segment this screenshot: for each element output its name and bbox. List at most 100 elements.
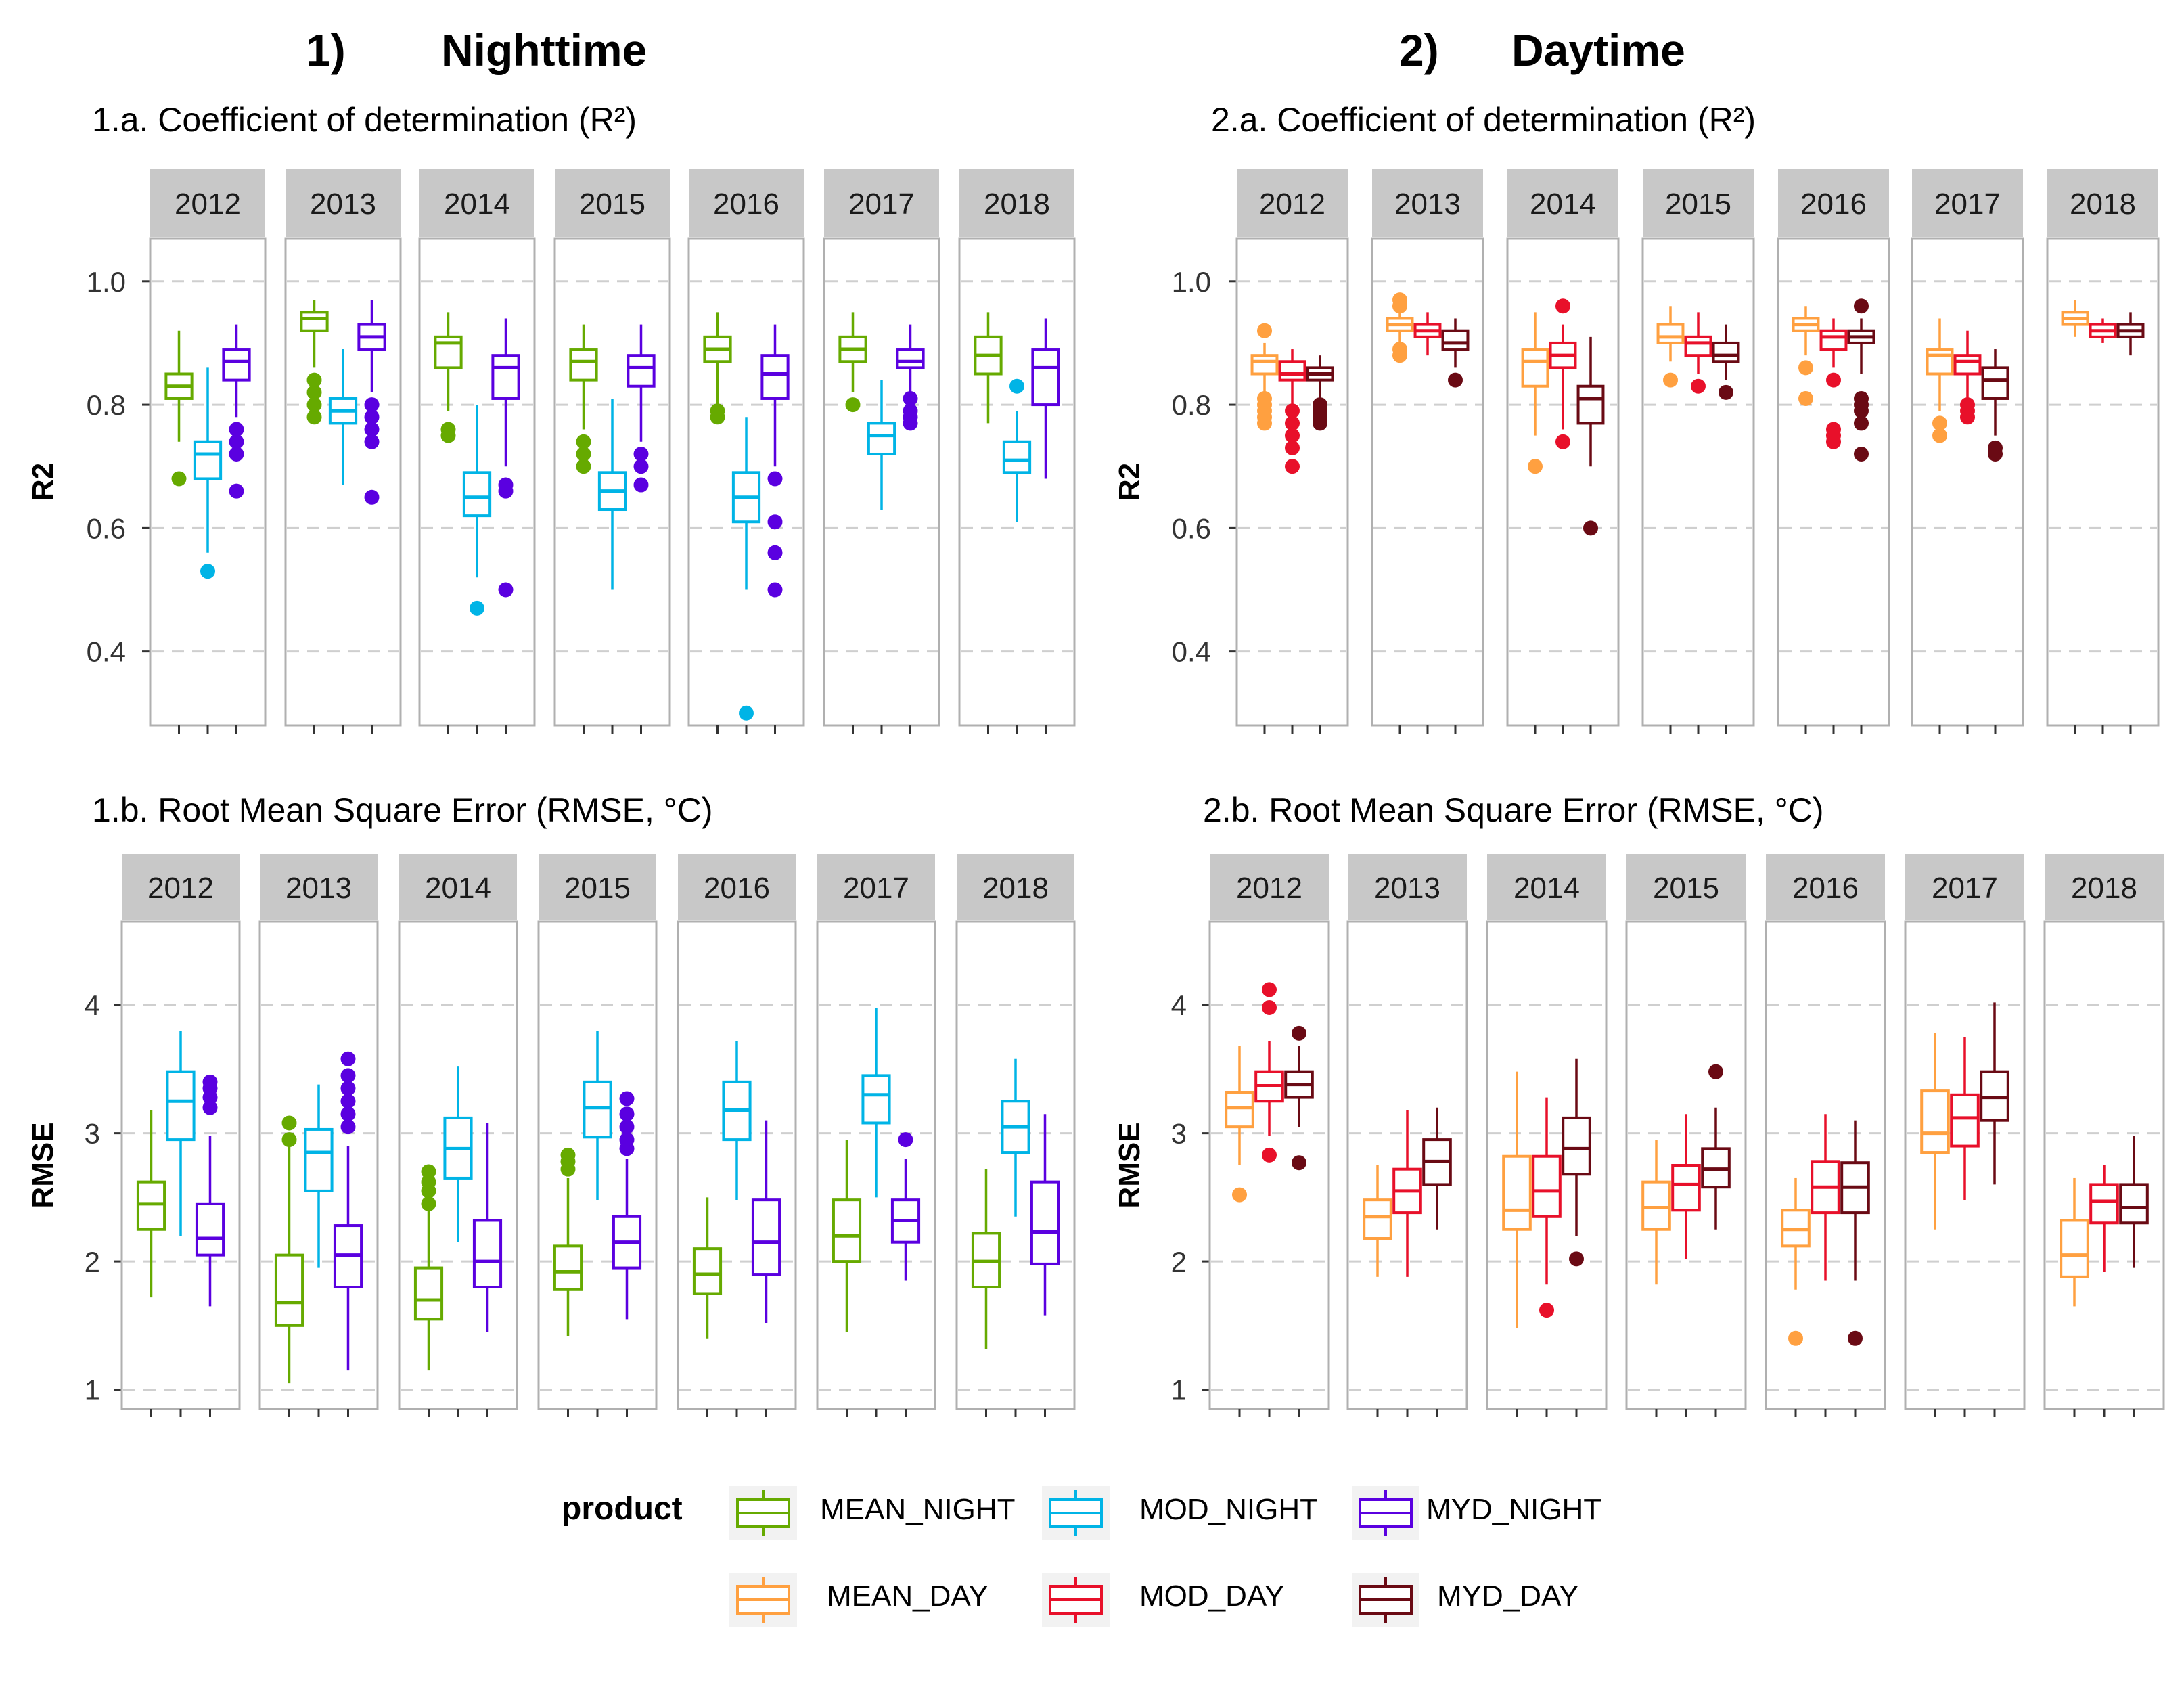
night_r2-2012-myd_night-outlier [229, 434, 244, 449]
day_r2-y-tick-label: 0.6 [1172, 512, 1211, 544]
day_r2-2016-myd_day-outlier [1854, 446, 1869, 462]
day_r2-2017-mod_day-box [1953, 354, 1982, 376]
day_r2-facet-panel-2012 [1235, 237, 1349, 727]
day_r2-2014-mean_day-box [1521, 348, 1549, 388]
night_r2-2013-myd_night-outlier [364, 409, 380, 425]
night_rmse-strip-label: 2013 [286, 872, 352, 905]
legend-key-mod-night [1042, 1486, 1110, 1540]
day_r2-2012-myd_day-outlier [1313, 415, 1327, 431]
night_r2-panel: R2 0.4 0.6 0.8 1.0 2012 2013 2014 2015 2016 2017 20… [26, 169, 1076, 734]
night_r2-2016-myd_night-outlier [767, 582, 783, 598]
night_rmse-2015-mod_night-box [583, 1080, 612, 1139]
legend-title: product [562, 1491, 683, 1527]
day_r2-y-tick-label: 0.4 [1172, 636, 1211, 668]
day_rmse-2012-mod_day-outlier [1262, 982, 1277, 997]
day_rmse-strip-2017 [1905, 854, 2024, 920]
night-rmse-panel-title: 1.b. Root Mean Square Error (RMSE, °C) [92, 791, 713, 829]
day_r2-2016-mean_day-outlier [1798, 360, 1813, 376]
day_rmse-y-tick-label: 4 [1171, 989, 1187, 1021]
night_r2-strip-2018 [959, 169, 1074, 237]
day_rmse-strip-2016 [1766, 854, 1885, 920]
day_r2-2016-mod_day-outlier [1826, 434, 1841, 449]
day_r2-2013-mean_day-outlier [1392, 348, 1407, 363]
night_rmse-2015-myd_night-outlier [619, 1119, 635, 1135]
night_r2-2017-mean_night-outlier [845, 397, 861, 413]
day_r2-2017-mod_day-outlier [1960, 409, 1975, 425]
night_rmse-2013-mean_night-outlier [281, 1132, 297, 1148]
day_r2-strip-label: 2017 [1934, 187, 2001, 221]
night_rmse-2012-mean_night-box [136, 1180, 166, 1231]
day_rmse-2014-mod_day-outlier [1539, 1303, 1554, 1318]
night_r2-2014-myd_night-outlier [498, 483, 514, 499]
legend-label-mean-night: MEAN_NIGHT [820, 1493, 1016, 1526]
night_r2-2014-mod_night-box [462, 471, 492, 518]
night_rmse-2012-myd_night-outlier [202, 1074, 218, 1089]
night_rmse-2013-myd_night-outlier [340, 1081, 356, 1096]
night-header-title: Nighttime [441, 25, 647, 75]
day_r2-2012-mod_day-outlier [1285, 440, 1300, 455]
day_rmse-y-tick-label: 1 [1171, 1374, 1187, 1406]
night_r2-2015-myd_night-outlier [633, 477, 649, 493]
legend-key-mod-day [1042, 1573, 1110, 1627]
day_r2-2014-mean_day-outlier [1528, 459, 1543, 474]
night_r2-strip-2015 [555, 169, 670, 237]
night_rmse-2016-mean_night-box [692, 1247, 723, 1295]
night_r2-y-tick-label: 1.0 [87, 266, 126, 298]
night_rmse-2014-mean_night-box [413, 1266, 444, 1321]
night_rmse-strip-2013 [260, 854, 378, 920]
day_rmse-strip-label: 2012 [1236, 872, 1302, 905]
night_r2-2012-myd_night-outlier [229, 483, 244, 499]
night_r2-2017-mod_night-box [867, 422, 896, 455]
day_rmse-2018-mod_day-box [2089, 1183, 2119, 1225]
night_rmse-strip-label: 2017 [843, 872, 909, 905]
day_rmse-2016-myd_day-outlier [1848, 1330, 1863, 1346]
day_rmse-2014-myd_day-box [1562, 1116, 1591, 1176]
night_rmse-2012-myd_night-outlier [202, 1100, 218, 1115]
legend-key-mean-night [729, 1486, 797, 1540]
legend-label-myd-night: MYD_NIGHT [1426, 1493, 1602, 1526]
day_r2-2012-mod_day-outlier [1285, 428, 1300, 443]
day_r2-2014-mod_day-outlier [1555, 434, 1570, 449]
day_r2-2015-myd_day-box [1712, 341, 1740, 363]
night_r2-strip-2017 [824, 169, 939, 237]
day_rmse-strip-2013 [1348, 854, 1467, 920]
day_r2-2012-mean_day-box [1250, 354, 1279, 376]
night_r2-2018-myd_night-box [1031, 348, 1060, 407]
night_r2-2012-myd_night-outlier [229, 422, 244, 437]
night_r2-2012-mod_night-outlier [200, 564, 215, 579]
night_r2-2012-mean_night-outlier [171, 471, 187, 487]
day_r2-2014-mod_day-outlier [1555, 298, 1570, 314]
night_r2-strip-2016 [689, 169, 804, 237]
night_r2-strip-label: 2016 [713, 187, 779, 221]
night_r2-strip-label: 2017 [848, 187, 915, 221]
day_r2-strip-label: 2016 [1800, 187, 1867, 221]
night_rmse-2018-myd_night-box [1030, 1180, 1060, 1265]
night_rmse-2015-myd_night-outlier [619, 1106, 635, 1122]
night_r2-2015-mean_night-outlier [576, 446, 591, 462]
night_r2-2017-myd_night-outlier [903, 390, 918, 406]
night_r2-2013-myd_night-outlier [364, 434, 380, 449]
night_rmse-2014-mean_night-outlier [421, 1196, 436, 1211]
night_r2-2012-mod_night-box [193, 440, 223, 480]
night_rmse-strip-label: 2012 [147, 872, 214, 905]
day_r2-strip-2016 [1778, 169, 1889, 237]
day_r2-2016-mod_day-outlier [1826, 372, 1841, 388]
day_rmse-strip-label: 2014 [1514, 872, 1580, 905]
day_r2-2014-myd_day-box [1576, 384, 1605, 425]
night_r2-2014-myd_night-outlier [498, 582, 514, 598]
night_r2-strip-label: 2018 [984, 187, 1050, 221]
day_r2-2017-myd_day-box [1981, 366, 2009, 400]
day_r2-2015-mean_day-box [1656, 323, 1685, 344]
night_r2-y-axis-label: R2 [26, 463, 60, 501]
night_rmse-2017-mean_night-box [832, 1198, 862, 1263]
day_r2-2017-mean_day-outlier [1932, 415, 1947, 431]
day_r2-strip-label: 2013 [1394, 187, 1461, 221]
night_r2-strip-label: 2013 [310, 187, 376, 221]
day_rmse-y-axis-label: RMSE [1113, 1122, 1146, 1208]
night_rmse-2015-mean_night-outlier [560, 1147, 576, 1163]
day_r2-2012-mean_day-outlier [1257, 415, 1272, 431]
day_r2-y-axis-label: R2 [1113, 463, 1146, 501]
day_r2-2015-myd_day-outlier [1719, 384, 1733, 400]
night_rmse-2015-mean_night-box [553, 1244, 583, 1291]
day_r2-2015-mod_day-box [1684, 335, 1712, 357]
